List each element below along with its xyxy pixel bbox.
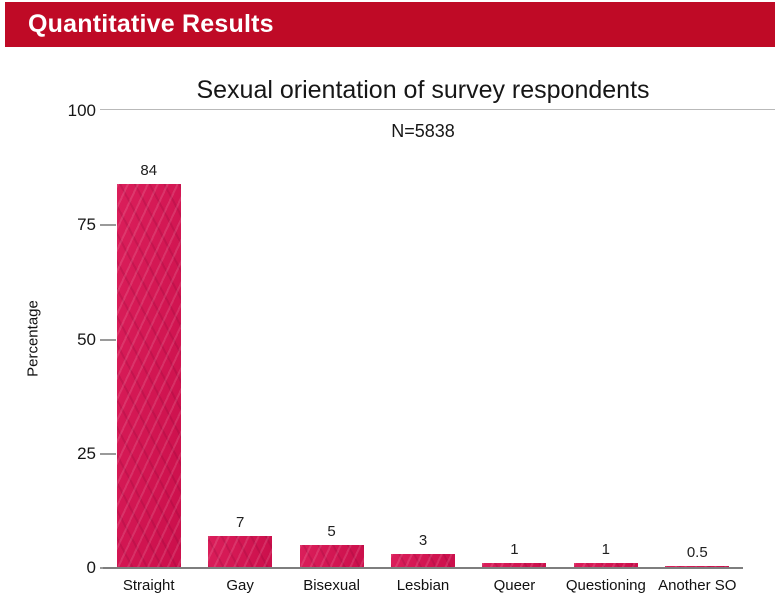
bar-straight [116,184,181,568]
bar-value-questioning: 1 [601,541,611,559]
bar-value-straight: 84 [140,162,158,180]
bar-another-so [665,565,730,568]
y-tick-mark-50 [100,338,116,341]
x-axis-label-queer: Queer [493,577,536,594]
x-axis-label-straight: Straight [122,577,175,594]
x-axis-label-questioning: Questioning [565,577,646,594]
bar-value-bisexual: 5 [327,523,336,541]
x-axis-label-lesbian: Lesbian [396,577,450,594]
y-tick-label-0: 0 [86,558,96,577]
bar-queer [482,563,547,568]
chart-title: Sexual orientation of survey respondents [196,76,650,104]
chart-subtitle: N=5838 [391,121,455,141]
x-axis-line [103,567,743,569]
x-axis-labels: Straight Gay Bisexual Lesbian Queer Questioni… [103,577,743,597]
bar-gay [208,536,273,568]
plot-area: 84 7 5 3 1 1 0.5 [103,111,743,568]
slide-title: Quantitative Results [28,10,274,38]
x-axis-label-bisexual: Bisexual [303,577,360,594]
bar-lesbian [391,554,455,568]
y-tick-mark-75 [100,224,116,227]
title-underline [100,109,775,110]
bar-value-another-so: 0.5 [686,543,708,561]
y-tick-label-25: 25 [77,443,96,463]
bar-value-queer: 1 [510,541,519,559]
y-tick-label-75: 75 [77,215,96,235]
y-tick-label-100: 100 [67,101,96,120]
bar-bisexual [299,545,364,568]
x-axis-label-another-so: Another SO [658,577,737,594]
y-tick-mark-25 [100,452,116,455]
x-axis-label-gay: Gay [226,577,254,594]
bar-value-lesbian: 3 [418,532,428,550]
bar-value-gay: 7 [235,514,245,532]
y-tick-label-50: 50 [77,329,96,349]
slide-header: Quantitative Results [5,2,775,47]
bar-questioning [573,563,638,568]
